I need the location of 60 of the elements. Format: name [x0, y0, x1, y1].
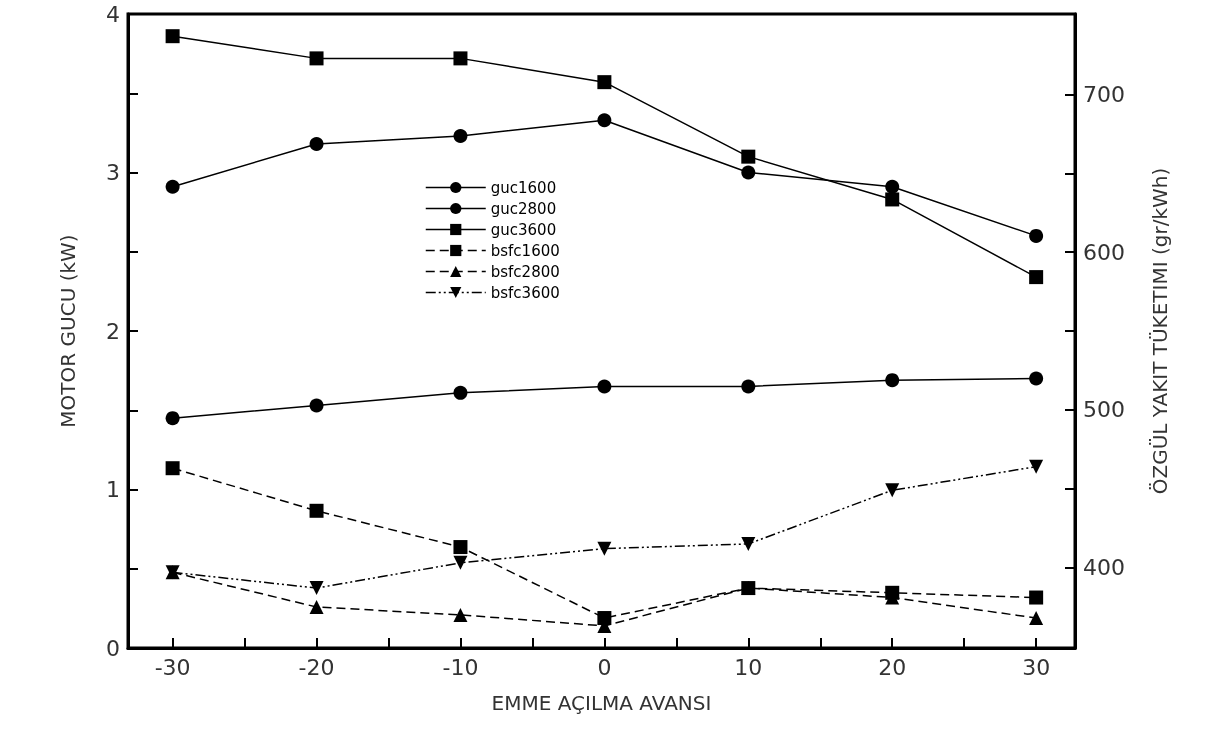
point	[597, 379, 612, 394]
y-tick-label: 3	[106, 160, 120, 185]
y2-tick-label: 500	[1083, 397, 1125, 423]
point	[741, 379, 756, 394]
point	[453, 540, 468, 555]
point	[1029, 459, 1044, 474]
point	[885, 179, 900, 194]
y2-tick-label: 600	[1083, 239, 1125, 265]
point	[453, 51, 468, 66]
x-tick-label: -20	[298, 654, 335, 680]
point	[1029, 228, 1044, 243]
point	[165, 411, 180, 426]
point	[741, 536, 756, 551]
x-tick-label: 30	[1022, 654, 1051, 680]
legend-label: bsfc3600	[490, 283, 560, 302]
point	[597, 113, 612, 128]
y-tick-label: 4	[106, 1, 120, 27]
point	[165, 461, 180, 476]
point	[309, 398, 324, 413]
y2-axis-title: ÖZGÜL YAKIT TÜKETIMI (gr/kWh)	[1148, 167, 1172, 495]
point	[309, 51, 324, 66]
legend-label: guc1600	[490, 178, 557, 197]
legend-label: bsfc1600	[490, 241, 560, 260]
y2-tick-label: 400	[1083, 555, 1125, 581]
point	[309, 503, 324, 518]
point	[1029, 611, 1044, 626]
point	[165, 179, 180, 194]
point	[741, 149, 756, 164]
x-tick-label: 20	[878, 654, 907, 680]
legend-label: bsfc2800	[490, 262, 560, 281]
y-tick-label: 0	[106, 635, 120, 661]
point	[165, 29, 180, 44]
point	[885, 483, 900, 498]
point	[453, 129, 468, 144]
x-tick-label: -30	[154, 654, 191, 680]
legend-label: guc2800	[490, 199, 557, 218]
point	[309, 581, 324, 596]
point	[309, 599, 324, 614]
point	[309, 136, 324, 151]
point	[597, 611, 612, 626]
x-tick-label: -10	[442, 654, 479, 680]
y2-tick-label: 700	[1083, 81, 1125, 107]
point	[453, 385, 468, 400]
point	[741, 165, 756, 180]
x-tick-label: 0	[597, 654, 612, 680]
y-tick-label: 2	[106, 318, 120, 344]
point	[885, 192, 900, 207]
point	[1029, 590, 1044, 605]
point	[1029, 270, 1044, 285]
point	[453, 555, 468, 570]
x-tick-label: 10	[734, 654, 763, 680]
point	[885, 373, 900, 388]
point	[597, 541, 612, 556]
point	[597, 75, 612, 90]
legend-label: guc3600	[490, 220, 557, 239]
point	[1029, 371, 1044, 386]
x-axis-title: EMME AÇILMA AVANSI	[491, 691, 712, 715]
y-tick-label: 1	[106, 477, 120, 502]
y-axis-title: MOTOR GUCU (kW)	[56, 234, 80, 428]
point	[453, 607, 468, 622]
